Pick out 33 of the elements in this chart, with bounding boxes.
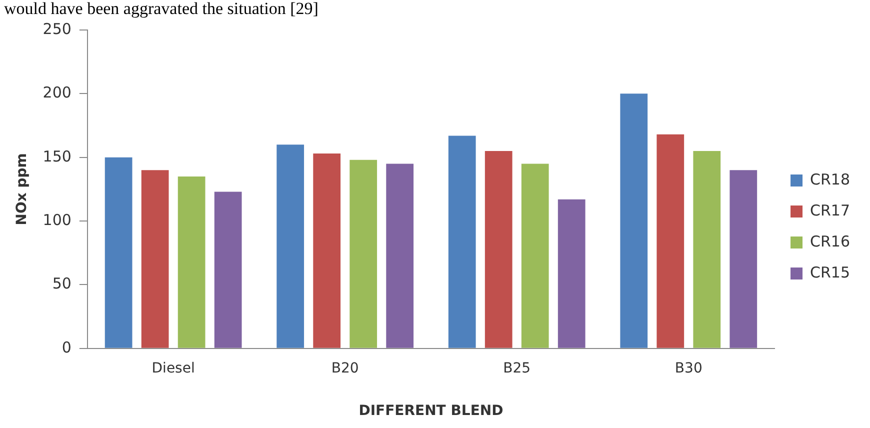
x-tick-label: B20 (331, 360, 359, 376)
bar (448, 136, 476, 348)
y-axis-title: NOx ppm (14, 153, 30, 226)
x-tick-label: Diesel (152, 360, 195, 376)
bar (521, 164, 549, 348)
y-tick-label: 0 (62, 338, 72, 356)
bar (693, 150, 721, 348)
y-tick-label: 50 (52, 274, 72, 293)
bar (558, 199, 586, 348)
legend-label: CR18 (810, 170, 850, 188)
y-tick-label: 250 (42, 20, 72, 38)
bar (386, 164, 414, 348)
bar (484, 150, 512, 348)
bar (730, 170, 758, 348)
bar (178, 176, 206, 348)
y-tick-label: 200 (42, 84, 72, 102)
bar (276, 144, 304, 348)
x-tick-label: B30 (674, 360, 702, 376)
bar (350, 160, 378, 348)
x-axis-title: DIFFERENT BLEND (358, 403, 504, 420)
legend-label: CR15 (810, 263, 850, 282)
y-tick-label: 100 (42, 210, 72, 229)
bar (620, 94, 648, 348)
text: would have been aggravated the situation [29] (4, 0, 318, 18)
bar (656, 134, 684, 348)
x-tick-label: B25 (503, 360, 531, 376)
legend-label: CR17 (810, 201, 850, 220)
legend-label: CR16 (810, 232, 850, 250)
bar (313, 154, 341, 348)
bar (141, 170, 169, 348)
y-tick-label: 150 (42, 147, 72, 166)
bar (214, 192, 242, 348)
bar (104, 157, 132, 348)
